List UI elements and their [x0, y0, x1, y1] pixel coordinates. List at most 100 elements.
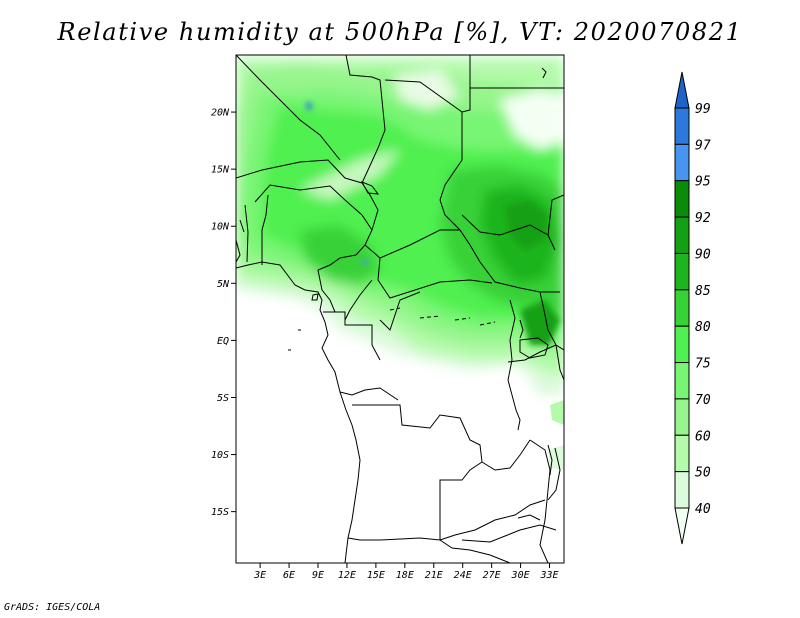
lake-chad — [360, 181, 380, 195]
humidity-92-spot — [505, 200, 548, 250]
lat-tick-label: EQ — [217, 336, 229, 347]
border-drc-congo — [379, 291, 421, 331]
lon-tick-label: 30E — [511, 570, 530, 581]
border-drc-uganda — [507, 299, 516, 381]
lon-tick-label: 24E — [454, 570, 472, 581]
humidity-95-spot — [361, 260, 369, 264]
border-botswana — [439, 539, 511, 563]
border-zambia-south — [439, 499, 546, 541]
congo-river-marks — [389, 307, 496, 326]
colorbar-label: 92 — [695, 211, 711, 226]
coastline-gulf-guinea — [236, 239, 241, 263]
border-gabon-congo — [323, 311, 381, 361]
lon-tick-label: 18E — [396, 570, 414, 581]
border-cameroon-car — [344, 279, 373, 321]
colorbar: 99 97 95 92 90 85 80 75 70 60 50 40 — [674, 71, 711, 545]
colorbar-swatch — [674, 180, 690, 218]
colorbar-label: 97 — [695, 138, 711, 153]
latitude-axis: 20N 15N 10N 5N EQ 5S 10S 15S — [211, 108, 236, 518]
border-car-south — [377, 257, 493, 299]
colorbar-swatch — [674, 143, 690, 182]
lat-tick-label: 20N — [211, 108, 230, 119]
humidity-dry-pocket-north — [395, 70, 460, 110]
lon-tick-label: 15E — [367, 570, 385, 581]
colorbar-label: 85 — [695, 284, 711, 299]
border-drc-angola — [352, 404, 483, 463]
colorbar-label: 60 — [695, 429, 711, 444]
border-tanzania-zambia — [529, 439, 551, 491]
lon-tick-label: 27E — [483, 570, 501, 581]
map-title: Relative humidity at 500hPa [%], VT: 202… — [57, 18, 743, 46]
lat-tick-label: 15S — [211, 507, 229, 518]
border-angola-namibia — [347, 537, 441, 541]
border-niger-nigeria — [254, 184, 373, 231]
border-togo-ghana — [244, 204, 249, 263]
lat-tick-label: 5N — [217, 279, 230, 290]
colorbar-swatch — [674, 325, 690, 364]
colorbar-label: 75 — [695, 357, 711, 372]
colorbar-label: 95 — [695, 175, 711, 190]
border-libya-sudan — [384, 79, 463, 201]
colorbar-swatch — [674, 107, 690, 145]
colorbar-swatch — [674, 252, 690, 291]
lake-tanganyika — [507, 379, 521, 431]
border-southsudan-east — [479, 261, 560, 293]
colorbar-label: 50 — [695, 466, 711, 481]
border-niger-north — [236, 159, 363, 184]
lake-tana — [541, 67, 547, 79]
border-drc-zambia — [481, 439, 531, 471]
lon-tick-label: 21E — [425, 570, 443, 581]
longitude-axis: 3E 6E 9E 12E 15E 18E 21E 24E 27E 30E 33E — [253, 563, 559, 581]
border-mozambique — [539, 489, 549, 563]
lon-tick-label: 3E — [253, 570, 266, 581]
border-malawi — [547, 447, 561, 501]
border-tanzania-kenya — [555, 344, 564, 381]
coastline-west-africa — [236, 261, 361, 563]
colorbar-swatch — [674, 471, 690, 509]
border-cameroon-nigeria — [317, 254, 357, 313]
country-borders — [236, 55, 564, 563]
kariba-lake — [517, 514, 541, 521]
humidity-dry-pocket — [500, 90, 564, 150]
border-benin-nigeria — [261, 194, 269, 265]
lon-tick-label: 12E — [338, 570, 356, 581]
colorbar-label: 99 — [695, 102, 711, 117]
colorbar-label: 40 — [695, 502, 711, 517]
colorbar-swatch — [674, 289, 690, 327]
border-car-north — [364, 229, 460, 259]
humidity-85-area-west — [300, 225, 380, 285]
colorbar-label: 70 — [695, 393, 711, 408]
lat-tick-label: 10S — [211, 450, 229, 461]
lat-tick-label: 5S — [217, 393, 229, 404]
border-mali-niger — [236, 55, 341, 161]
border-rwanda — [507, 344, 557, 363]
grads-credit: GrADS: IGES/COLA — [4, 602, 101, 613]
lake-malawi — [547, 444, 553, 476]
border-ethiopia — [547, 194, 564, 236]
island-principe — [288, 329, 301, 351]
humidity-97-spot — [306, 102, 312, 110]
humidity-coast-spot — [550, 400, 564, 425]
map-frame — [235, 54, 565, 564]
island-bioko — [311, 293, 319, 301]
colorbar-swatch — [674, 216, 690, 254]
lon-tick-label: 9E — [312, 570, 324, 581]
border-sudan-southsudan — [461, 214, 556, 251]
lake-victoria — [519, 337, 549, 359]
border-libya-algeria — [345, 55, 386, 184]
humidity-dry-band — [300, 150, 400, 200]
lake-volta — [239, 219, 245, 233]
colorbar-swatch — [674, 434, 690, 473]
lat-tick-label: 15N — [211, 165, 230, 176]
colorbar-label: 90 — [695, 247, 711, 262]
lon-tick-label: 6E — [283, 570, 295, 581]
border-uganda-kenya — [539, 291, 564, 351]
lake-albert — [519, 319, 524, 339]
colorbar-swatch — [674, 398, 690, 436]
colorbar-swatch — [674, 362, 690, 400]
lat-tick-label: 10N — [211, 222, 230, 233]
border-libya-egypt — [461, 55, 471, 113]
lon-tick-label: 33E — [539, 570, 558, 581]
colorbar-bottom-arrow — [674, 507, 690, 545]
